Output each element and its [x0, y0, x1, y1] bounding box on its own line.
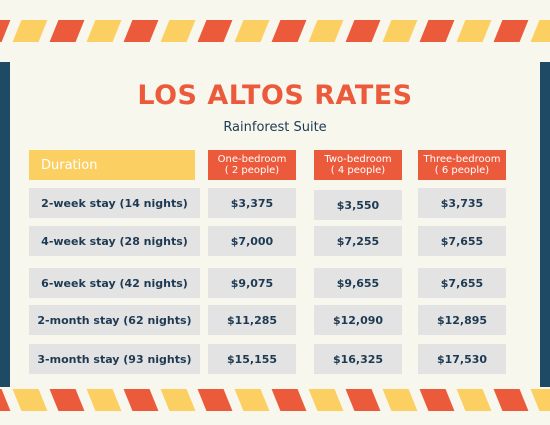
header-one-bedroom-label: One-bedroom [217, 154, 287, 165]
border-stripe [493, 20, 529, 42]
rate-cell: $7,000 [208, 226, 296, 256]
rate-cell: $3,375 [208, 188, 296, 218]
rate-cell: $3,550 [314, 190, 402, 220]
rate-cell: $3,735 [418, 188, 506, 218]
border-stripe [530, 389, 550, 411]
rate-cell: $15,155 [208, 344, 296, 374]
header-two-bedroom: Two-bedroom ( 4 people) [314, 150, 402, 180]
border-stripe [308, 389, 344, 411]
border-stripe [234, 20, 270, 42]
border-stripe [530, 20, 550, 42]
header-duration: Duration [29, 150, 195, 180]
bottom-stripe-border [0, 389, 550, 411]
header-two-bedroom-capacity: ( 4 people) [330, 165, 386, 176]
row-label: 4-week stay (28 nights) [29, 226, 200, 256]
border-stripe [345, 389, 381, 411]
border-stripe [456, 20, 492, 42]
header-three-bedroom: Three-bedroom ( 6 people) [418, 150, 506, 180]
border-stripe [197, 20, 233, 42]
border-stripe [12, 20, 48, 42]
row-label: 6-week stay (42 nights) [29, 268, 200, 298]
row-label: 3-month stay (93 nights) [29, 344, 200, 374]
page-title: LOS ALTOS RATES [137, 80, 413, 111]
border-stripe [123, 20, 159, 42]
header-one-bedroom: One-bedroom ( 2 people) [208, 150, 296, 180]
border-stripe [12, 389, 48, 411]
border-stripe [160, 20, 196, 42]
border-stripe [0, 20, 11, 42]
border-stripe [308, 20, 344, 42]
rate-cell: $11,285 [208, 305, 296, 335]
rate-cell: $7,255 [314, 226, 402, 256]
border-stripe [49, 389, 85, 411]
rate-cell: $12,090 [314, 305, 402, 335]
border-stripe [197, 389, 233, 411]
border-stripe [0, 389, 11, 411]
border-stripe [419, 20, 455, 42]
right-border-bar [540, 62, 550, 387]
header-one-bedroom-capacity: ( 2 people) [224, 165, 280, 176]
rate-cell: $16,325 [314, 344, 402, 374]
border-stripe [493, 389, 529, 411]
border-stripe [160, 389, 196, 411]
rate-cell: $7,655 [418, 268, 506, 298]
border-stripe [382, 389, 418, 411]
border-stripe [49, 20, 85, 42]
rate-cell: $12,895 [418, 305, 506, 335]
border-stripe [86, 20, 122, 42]
rate-cell: $9,075 [208, 268, 296, 298]
rate-cell: $7,655 [418, 226, 506, 256]
header-three-bedroom-capacity: ( 6 people) [434, 165, 490, 176]
header-two-bedroom-label: Two-bedroom [324, 154, 392, 165]
border-stripe [419, 389, 455, 411]
border-stripe [271, 20, 307, 42]
row-label: 2-week stay (14 nights) [29, 188, 200, 218]
row-label: 2-month stay (62 nights) [29, 305, 200, 335]
left-border-bar [0, 62, 10, 387]
border-stripe [345, 20, 381, 42]
top-stripe-border [0, 20, 550, 42]
border-stripe [456, 389, 492, 411]
page-subtitle: Rainforest Suite [223, 120, 327, 135]
border-stripe [234, 389, 270, 411]
rate-cell: $9,655 [314, 268, 402, 298]
header-three-bedroom-label: Three-bedroom [423, 154, 501, 165]
rate-cell: $17,530 [418, 344, 506, 374]
border-stripe [382, 20, 418, 42]
border-stripe [86, 389, 122, 411]
border-stripe [123, 389, 159, 411]
border-stripe [271, 389, 307, 411]
